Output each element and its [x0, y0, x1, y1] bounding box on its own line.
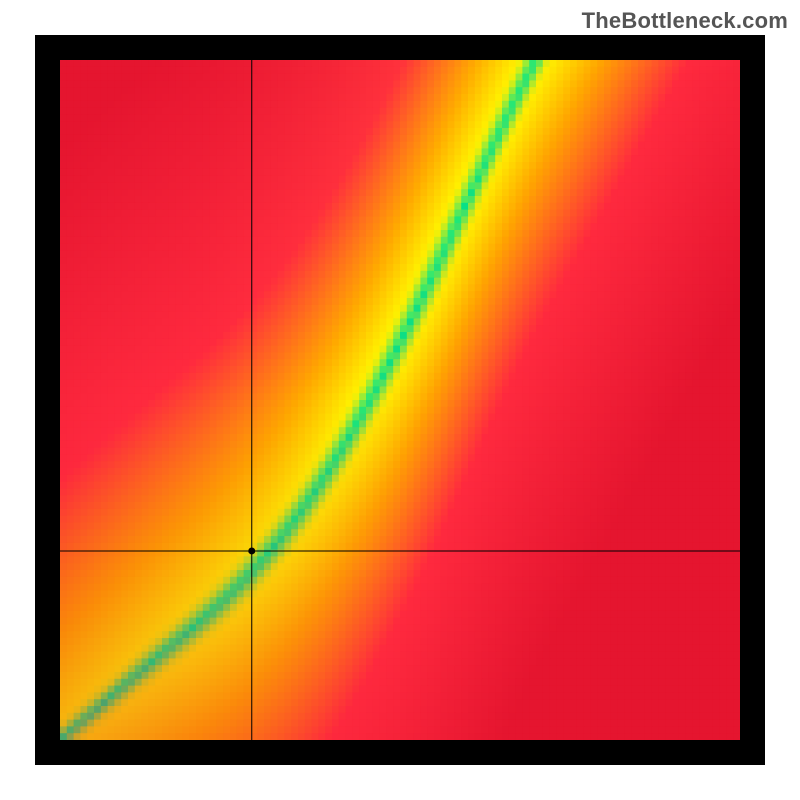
heatmap-canvas: [60, 60, 740, 740]
watermark-text: TheBottleneck.com: [582, 8, 788, 34]
